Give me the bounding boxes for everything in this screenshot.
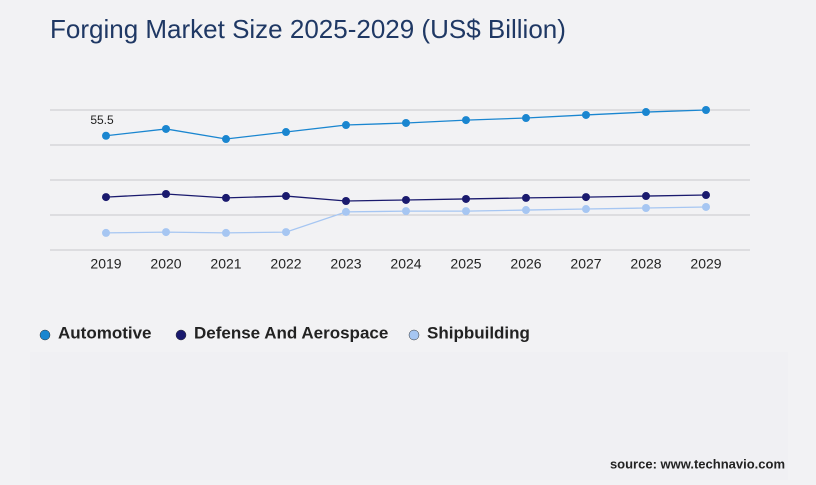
data-label: 55.5 bbox=[90, 113, 114, 127]
data-point bbox=[102, 131, 110, 140]
data-point bbox=[282, 192, 290, 201]
x-tick-label: 2022 bbox=[270, 256, 301, 272]
legend-marker bbox=[408, 329, 420, 341]
data-point bbox=[402, 118, 410, 127]
data-point bbox=[462, 207, 470, 216]
data-point bbox=[702, 191, 710, 200]
data-point bbox=[702, 202, 710, 211]
data-point bbox=[102, 228, 110, 237]
data-point bbox=[522, 114, 530, 123]
x-tick-label: 2029 bbox=[690, 256, 721, 272]
data-point bbox=[582, 205, 590, 214]
x-tick-label: 2027 bbox=[570, 256, 601, 272]
data-point bbox=[522, 206, 530, 215]
data-point bbox=[162, 228, 170, 237]
data-point bbox=[282, 228, 290, 237]
lower-panel bbox=[30, 352, 788, 480]
data-point bbox=[162, 190, 170, 198]
data-point bbox=[582, 110, 590, 119]
data-point bbox=[282, 128, 290, 137]
data-point bbox=[642, 192, 650, 201]
x-tick-label: 2028 bbox=[630, 256, 661, 272]
data-point bbox=[642, 108, 650, 117]
data-point bbox=[582, 193, 590, 202]
data-point bbox=[342, 197, 350, 205]
legend-label: Automotive bbox=[58, 323, 152, 342]
x-tick-label: 2026 bbox=[510, 256, 541, 272]
x-tick-label: 2023 bbox=[330, 256, 361, 272]
x-tick-label: 2024 bbox=[390, 256, 421, 272]
legend-marker bbox=[175, 329, 187, 341]
data-point bbox=[402, 195, 410, 204]
data-point bbox=[462, 194, 470, 203]
legend-label: Shipbuilding bbox=[427, 323, 530, 342]
data-point bbox=[342, 121, 350, 130]
legend-marker bbox=[39, 329, 51, 341]
x-tick-label: 2019 bbox=[90, 256, 121, 272]
data-point bbox=[522, 193, 530, 202]
data-point bbox=[462, 116, 470, 125]
legend-label: Defense And Aerospace bbox=[194, 323, 388, 342]
data-point bbox=[402, 207, 410, 216]
x-tick-label: 2025 bbox=[450, 256, 481, 272]
data-point bbox=[222, 193, 230, 202]
data-point bbox=[642, 204, 650, 212]
x-tick-label: 2020 bbox=[150, 256, 181, 272]
source: source: www.technavio.com bbox=[610, 456, 785, 471]
data-point bbox=[162, 124, 170, 133]
chart-title: Forging Market Size 2025-2029 (US$ Billi… bbox=[50, 14, 566, 44]
data-point bbox=[102, 193, 110, 202]
x-tick-label: 2021 bbox=[210, 256, 241, 272]
data-point bbox=[702, 106, 710, 114]
data-point bbox=[342, 207, 350, 216]
data-point bbox=[222, 135, 230, 144]
data-point bbox=[222, 228, 230, 237]
